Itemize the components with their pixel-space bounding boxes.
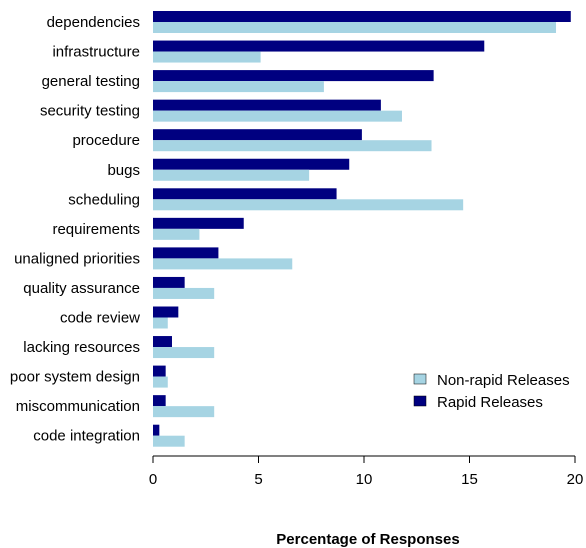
category-label: poor system design	[10, 369, 140, 386]
bar-rapid-10	[153, 306, 179, 318]
bar-rapid-1	[153, 40, 485, 52]
bar-nonrapid-5	[153, 169, 310, 181]
bar-nonrapid-10	[153, 317, 168, 329]
bar-nonrapid-9	[153, 287, 215, 299]
bar-nonrapid-1	[153, 51, 261, 63]
bar-rapid-11	[153, 336, 172, 348]
bar-nonrapid-0	[153, 22, 557, 33]
bar-nonrapid-11	[153, 347, 215, 359]
bar-rapid-7	[153, 217, 244, 229]
category-label: unaligned priorities	[14, 250, 140, 267]
bar-nonrapid-3	[153, 110, 402, 122]
legend-label: Rapid Releases	[437, 394, 543, 411]
category-label: code integration	[33, 428, 140, 445]
category-label: requirements	[52, 221, 140, 238]
category-label: scheduling	[68, 191, 140, 208]
x-tick-label: 5	[254, 471, 262, 488]
legend-swatch	[413, 395, 427, 407]
bar-rapid-3	[153, 99, 381, 111]
bar-rapid-12	[153, 365, 166, 377]
bar-nonrapid-4	[153, 140, 432, 152]
bar-rapid-8	[153, 247, 219, 259]
bar-rapid-9	[153, 276, 185, 288]
bar-rapid-0	[153, 11, 571, 22]
bar-rapid-4	[153, 129, 362, 141]
category-label: lacking resources	[23, 339, 140, 356]
category-labels: dependencies infrastructure general testin…	[10, 14, 140, 445]
category-label: dependencies	[47, 14, 140, 31]
x-tick-label: 10	[356, 471, 373, 488]
category-label: infrastructure	[52, 44, 140, 61]
bar-nonrapid-7	[153, 228, 200, 240]
category-label: quality assurance	[23, 280, 140, 297]
bar-nonrapid-12	[153, 376, 168, 388]
bar-nonrapid-2	[153, 81, 324, 93]
category-label: miscommunication	[16, 398, 140, 415]
category-label: general testing	[42, 73, 140, 90]
bar-nonrapid-13	[153, 406, 215, 418]
legend: Non-rapid Releases Rapid Releases	[413, 372, 570, 411]
category-label: procedure	[72, 132, 140, 149]
bar-rapid-13	[153, 395, 166, 407]
x-tick-label: 0	[149, 471, 157, 488]
bar-nonrapid-6	[153, 199, 464, 211]
legend-swatch	[413, 373, 427, 385]
bars-group	[153, 11, 571, 447]
bar-nonrapid-8	[153, 258, 293, 270]
x-tick-label: 15	[461, 471, 478, 488]
bar-rapid-14	[153, 424, 160, 436]
bar-rapid-5	[153, 158, 350, 170]
x-axis-title: Percentage of Responses	[276, 531, 459, 548]
x-axis: 0 5 10 15 20	[149, 455, 584, 488]
bar-rapid-2	[153, 70, 434, 82]
category-label: security testing	[40, 103, 140, 120]
category-label: bugs	[107, 162, 140, 179]
bar-nonrapid-14	[153, 435, 185, 447]
legend-label: Non-rapid Releases	[437, 372, 570, 389]
x-tick-label: 20	[567, 471, 584, 488]
category-label: code review	[60, 310, 140, 327]
bar-rapid-6	[153, 188, 337, 200]
